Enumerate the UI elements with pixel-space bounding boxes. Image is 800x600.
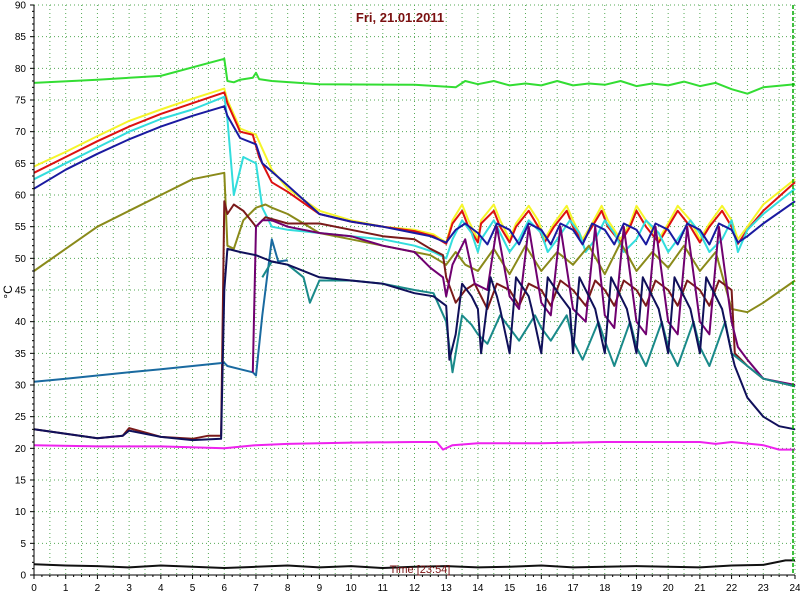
y-tick-label: 65 bbox=[15, 159, 27, 170]
series-line-4 bbox=[33, 95, 796, 260]
x-tick-label: 24 bbox=[789, 583, 800, 594]
series-line-8 bbox=[33, 238, 288, 383]
y-tick-label: 55 bbox=[15, 222, 27, 233]
y-tick-label: 45 bbox=[15, 286, 27, 297]
x-tick-label: 19 bbox=[631, 583, 643, 594]
y-tick-label: 25 bbox=[15, 412, 27, 423]
x-tick-label: 5 bbox=[190, 583, 196, 594]
y-tick-label: 0 bbox=[20, 571, 26, 582]
x-tick-label: 8 bbox=[285, 583, 291, 594]
x-tick-label: 21 bbox=[694, 583, 706, 594]
x-tick-label: 2 bbox=[95, 583, 101, 594]
x-tick-label: 3 bbox=[126, 583, 132, 594]
x-tick-label: 16 bbox=[536, 583, 548, 594]
x-tick-label: 0 bbox=[31, 583, 37, 594]
y-tick-label: 60 bbox=[15, 191, 27, 202]
x-tick-label: 15 bbox=[504, 583, 516, 594]
series-line-2 bbox=[33, 87, 796, 244]
chart-title: Fri, 21.01.2011 bbox=[356, 10, 444, 25]
x-axis-label: Time [23:54] bbox=[390, 564, 451, 576]
x-tick-label: 13 bbox=[441, 583, 453, 594]
x-tick-label: 9 bbox=[317, 583, 323, 594]
y-tick-label: 10 bbox=[15, 507, 27, 518]
series-line-1 bbox=[33, 57, 796, 95]
series-group bbox=[33, 57, 796, 569]
x-tick-label: 20 bbox=[663, 583, 675, 594]
y-tick-label: 85 bbox=[15, 32, 27, 43]
y-tick-label: 5 bbox=[20, 539, 26, 550]
x-tick-label: 23 bbox=[758, 583, 770, 594]
x-tick-label: 7 bbox=[253, 583, 259, 594]
x-tick-label: 11 bbox=[378, 583, 389, 594]
x-tick-label: 1 bbox=[63, 583, 69, 594]
y-tick-label: 70 bbox=[15, 127, 27, 138]
y-tick-label: 90 bbox=[15, 1, 27, 12]
y-tick-label: 35 bbox=[15, 349, 27, 360]
x-tick-label: 14 bbox=[472, 583, 484, 594]
y-tick-label: 50 bbox=[15, 254, 27, 265]
y-tick-label: 20 bbox=[15, 444, 27, 455]
x-tick-label: 6 bbox=[221, 583, 227, 594]
y-tick-label: 80 bbox=[15, 64, 27, 75]
series-line-5 bbox=[33, 105, 796, 246]
x-tick-label: 22 bbox=[726, 583, 738, 594]
x-tick-label: 18 bbox=[599, 583, 611, 594]
x-tick-label: 17 bbox=[567, 583, 579, 594]
series-line-12 bbox=[33, 441, 795, 451]
y-axis-label: °C bbox=[1, 285, 15, 299]
y-tick-label: 30 bbox=[15, 381, 27, 392]
series-line-6 bbox=[33, 171, 796, 314]
x-tick-label: 10 bbox=[346, 583, 358, 594]
series-line-13 bbox=[33, 559, 795, 569]
x-tick-label: 12 bbox=[409, 583, 421, 594]
series-line-9 bbox=[251, 219, 796, 386]
y-tick-label: 15 bbox=[15, 476, 27, 487]
x-tick-label: 4 bbox=[158, 583, 164, 594]
series-line-11 bbox=[33, 247, 796, 442]
y-tick-label: 75 bbox=[15, 96, 27, 107]
y-tick-label: 40 bbox=[15, 317, 27, 328]
